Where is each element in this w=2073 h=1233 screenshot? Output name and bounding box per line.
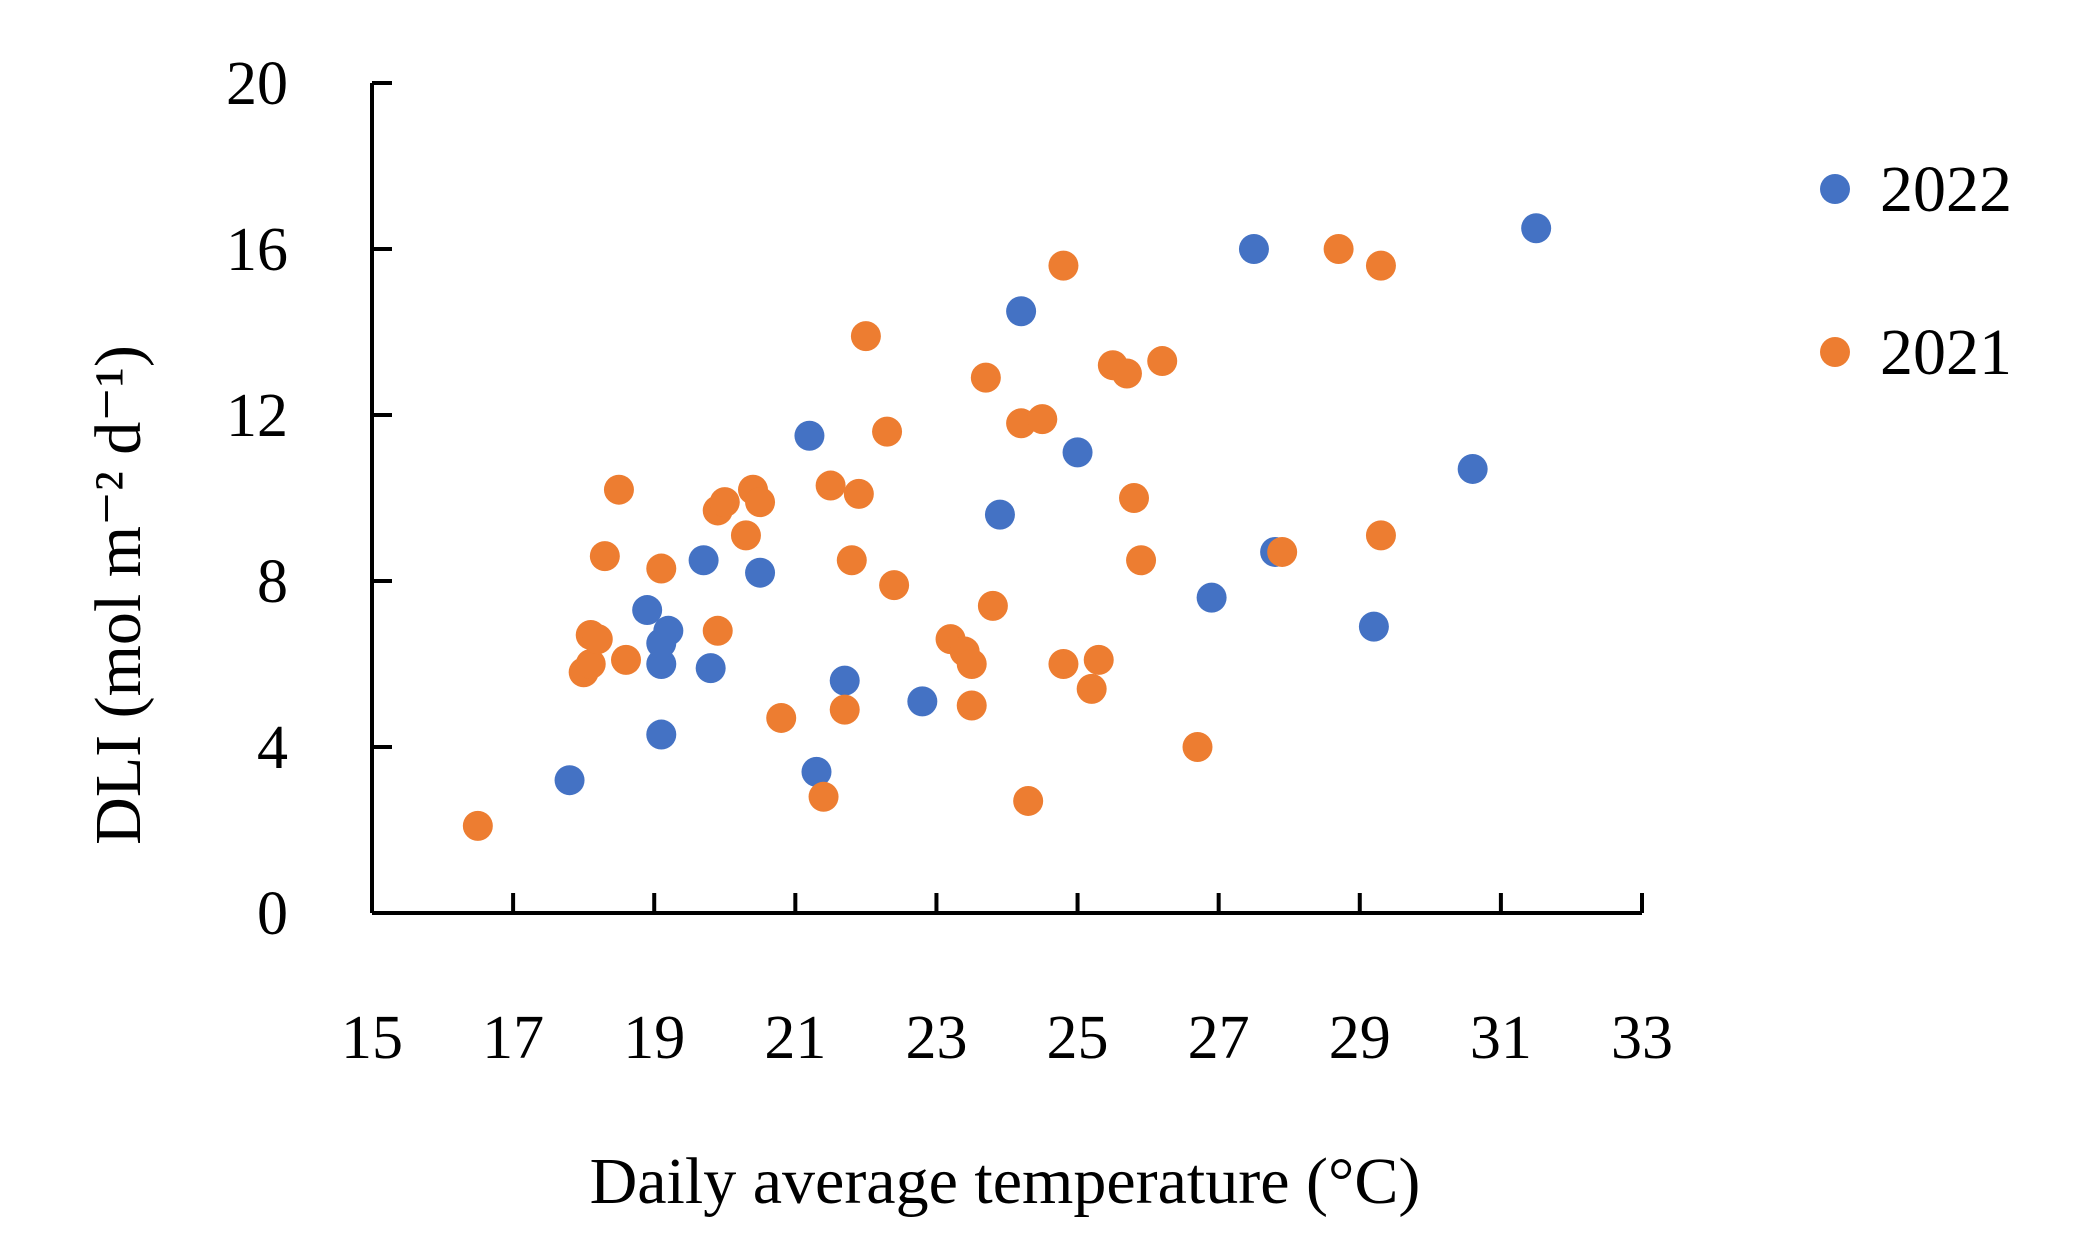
legend-label-2021: 2021 — [1880, 316, 2012, 389]
data-point-2021 — [1119, 483, 1149, 513]
data-point-2022 — [688, 545, 719, 576]
data-point-2022 — [653, 615, 684, 646]
data-point-2021 — [1083, 644, 1114, 675]
x-axis-title: Daily average temperature (°C) — [590, 1145, 1421, 1218]
series-2021 — [462, 234, 1396, 841]
data-point-2021 — [611, 644, 641, 675]
x-tick-label: 27 — [1188, 1004, 1250, 1072]
data-point-2022 — [794, 420, 825, 451]
data-point-2021 — [745, 487, 776, 518]
y-tick-label: 16 — [226, 216, 288, 284]
data-point-2021 — [956, 649, 987, 679]
y-tick-label: 12 — [226, 382, 288, 450]
data-point-2021 — [582, 624, 613, 655]
data-point-2021 — [829, 694, 860, 725]
y-axis-title: DLI (mol m⁻² d⁻¹) — [82, 345, 155, 845]
data-point-2022 — [1457, 453, 1488, 484]
data-point-2022 — [554, 765, 585, 796]
data-point-2021 — [1323, 234, 1354, 264]
data-point-2021 — [730, 520, 761, 551]
x-tick-label: 23 — [905, 1004, 967, 1072]
x-tick-label: 15 — [341, 1004, 403, 1072]
data-point-2021 — [1013, 785, 1044, 816]
data-point-2021 — [766, 702, 797, 733]
x-tick-label: 19 — [623, 1004, 685, 1072]
data-point-2021 — [589, 541, 620, 572]
data-point-2021 — [575, 649, 606, 679]
data-point-2021 — [603, 474, 634, 505]
x-tick-label: 21 — [764, 1004, 826, 1072]
data-points — [462, 213, 1552, 841]
data-point-2021 — [1048, 649, 1079, 679]
data-point-2022 — [745, 557, 776, 588]
legend-marker-2021 — [1820, 337, 1850, 367]
data-point-2021 — [815, 470, 846, 501]
tick-group: 15 17 19 21 23 25 27 29 31 33 0 4 8 12 16 20 — [226, 50, 1673, 1072]
data-point-2021 — [1147, 346, 1178, 377]
data-point-2021 — [1027, 404, 1058, 435]
data-point-2021 — [1126, 545, 1157, 576]
data-point-2022 — [1006, 296, 1037, 327]
y-tick-label: 20 — [226, 50, 288, 118]
series-2022 — [554, 213, 1552, 796]
y-tick-label: 8 — [257, 548, 288, 616]
data-point-2021 — [702, 615, 733, 646]
data-point-2022 — [984, 499, 1015, 530]
data-point-2021 — [1182, 732, 1213, 762]
data-point-2021 — [709, 487, 740, 518]
data-point-2021 — [462, 810, 493, 841]
data-point-2022 — [1358, 611, 1389, 642]
data-point-2021 — [956, 690, 987, 721]
axes — [370, 83, 1642, 915]
data-point-2022 — [1521, 213, 1552, 244]
data-point-2021 — [1365, 250, 1396, 281]
x-tick-label: 17 — [482, 1004, 544, 1072]
legend-label-2022: 2022 — [1880, 153, 2012, 226]
data-point-2021 — [1076, 673, 1107, 704]
y-tick-label: 0 — [257, 880, 288, 948]
data-point-2021 — [1048, 250, 1079, 281]
data-point-2021 — [872, 416, 903, 447]
x-tick-label: 31 — [1470, 1004, 1532, 1072]
data-point-2022 — [646, 719, 677, 750]
data-point-2022 — [801, 756, 832, 787]
data-point-2021 — [850, 321, 881, 352]
data-point-2021 — [879, 570, 910, 601]
y-tick-label: 4 — [257, 714, 288, 782]
data-point-2021 — [977, 590, 1008, 621]
data-point-2022 — [1196, 582, 1227, 613]
x-tick-label: 25 — [1047, 1004, 1109, 1072]
data-point-2022 — [829, 665, 860, 696]
data-point-2022 — [907, 686, 938, 717]
data-point-2022 — [1062, 437, 1093, 468]
data-point-2021 — [843, 478, 874, 509]
data-point-2021 — [646, 553, 677, 584]
x-tick-label: 29 — [1329, 1004, 1391, 1072]
x-tick-label: 33 — [1611, 1004, 1673, 1072]
data-point-2021 — [808, 781, 839, 812]
data-point-2022 — [632, 595, 663, 626]
legend: 2022 2021 — [1820, 153, 2012, 389]
data-point-2021 — [1365, 520, 1396, 551]
data-point-2021 — [1111, 358, 1142, 389]
data-point-2021 — [836, 545, 867, 576]
data-point-2022 — [1238, 234, 1269, 264]
data-point-2022 — [695, 653, 726, 684]
data-point-2021 — [1267, 536, 1298, 567]
data-point-2021 — [970, 362, 1001, 393]
data-point-2022 — [646, 649, 677, 679]
legend-marker-2022 — [1820, 174, 1850, 204]
